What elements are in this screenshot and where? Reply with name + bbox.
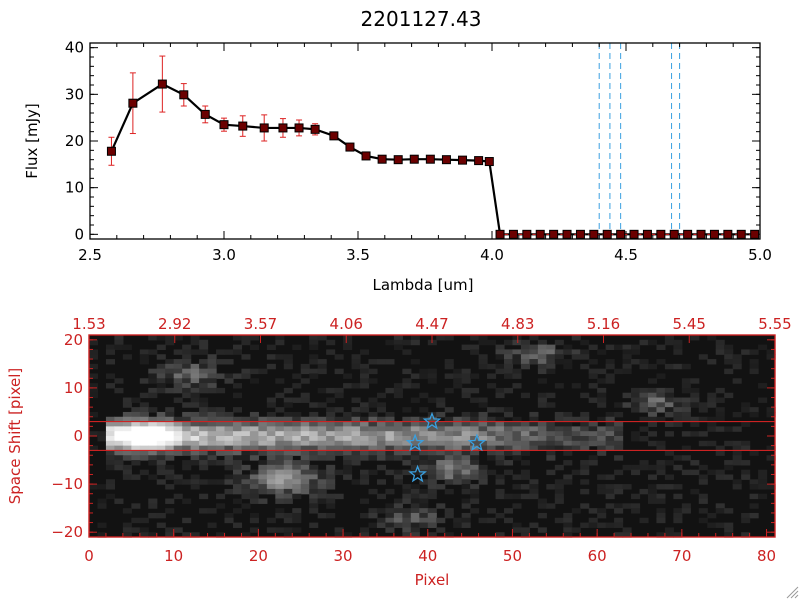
y-tick-label: 10 <box>65 179 84 197</box>
data-point <box>656 229 666 239</box>
y-tick-label: −10 <box>51 475 83 493</box>
data-point <box>522 229 532 239</box>
x-tick-label: 50 <box>503 547 522 565</box>
data-point <box>458 155 468 165</box>
y-tick-label: 0 <box>74 225 84 243</box>
y-tick-label: 30 <box>65 85 84 103</box>
data-point <box>696 229 706 239</box>
x-tick-label: 5.0 <box>748 246 772 264</box>
data-point <box>278 123 288 133</box>
image-frame <box>88 334 776 538</box>
data-point <box>683 229 693 239</box>
top-tick-label: 3.57 <box>244 315 277 333</box>
image-ylabel: Space Shift [pixel] <box>6 368 24 505</box>
data-point <box>157 79 167 89</box>
x-tick-label: 70 <box>672 547 691 565</box>
data-point <box>179 90 189 100</box>
top-tick-label: 4.06 <box>330 315 363 333</box>
x-tick-label: 3.5 <box>346 246 370 264</box>
y-tick-label: 0 <box>73 427 83 445</box>
chart-title: 2201127.43 <box>361 7 482 31</box>
data-point <box>549 229 559 239</box>
data-point <box>723 229 733 239</box>
resize-grip-icon[interactable] <box>786 586 799 599</box>
x-tick-label: 60 <box>588 547 607 565</box>
data-point <box>474 156 484 166</box>
data-point <box>562 229 572 239</box>
x-tick-label: 80 <box>757 547 776 565</box>
spectrum-ylabel: Flux [mJy] <box>23 103 41 179</box>
x-tick-label: 4.0 <box>480 246 504 264</box>
data-point <box>377 154 387 164</box>
data-point <box>602 229 612 239</box>
star-marker-icon <box>467 433 487 452</box>
data-point <box>642 229 652 239</box>
data-point <box>259 123 269 133</box>
data-point <box>409 154 419 164</box>
spectrum-panel: 2201127.43 2.5 3.0 3.5 4.0 4.5 5.0 0 10 20 30 40 L… <box>23 7 772 294</box>
data-point <box>425 154 435 164</box>
y-tick-label: 10 <box>64 379 83 397</box>
data-point <box>294 123 304 133</box>
top-tick-label: 4.47 <box>415 315 448 333</box>
data-point <box>750 229 760 239</box>
star-marker-icon <box>405 433 425 452</box>
spectral-image <box>89 335 776 538</box>
spectrum-xlabel: Lambda [um] <box>373 276 474 294</box>
x-tick-label: 0 <box>84 547 94 565</box>
top-tick-label: 5.16 <box>587 315 620 333</box>
x-tick-label: 40 <box>418 547 437 565</box>
data-point <box>329 131 339 141</box>
data-point <box>238 121 248 131</box>
top-tick-label: 4.83 <box>501 315 534 333</box>
top-tick-label: 2.92 <box>158 315 191 333</box>
data-point <box>393 155 403 165</box>
data-point <box>709 229 719 239</box>
spectrum-plot-area: 2.5 3.0 3.5 4.0 4.5 5.0 0 10 20 30 40 <box>65 39 772 264</box>
image-xlabel: Pixel <box>415 571 450 589</box>
data-point <box>219 120 229 130</box>
data-point <box>575 229 585 239</box>
data-point <box>441 155 451 165</box>
y-tick-label: 40 <box>65 39 84 57</box>
data-point <box>616 229 626 239</box>
top-tick-label: 1.53 <box>72 315 105 333</box>
top-tick-label: 5.55 <box>758 315 791 333</box>
data-point <box>310 124 320 134</box>
data-point <box>495 229 505 239</box>
star-marker-icon <box>422 411 442 430</box>
data-point <box>345 142 355 152</box>
data-point <box>629 229 639 239</box>
top-tick-label: 5.45 <box>673 315 706 333</box>
x-tick-label: 2.5 <box>78 246 102 264</box>
data-point <box>200 109 210 119</box>
x-tick-label: 10 <box>164 547 183 565</box>
y-tick-label: 20 <box>64 331 83 349</box>
star-marker-icon <box>408 464 427 483</box>
data-point <box>535 229 545 239</box>
x-tick-label: 20 <box>249 547 268 565</box>
data-point <box>508 229 518 239</box>
x-tick-label: 4.5 <box>614 246 638 264</box>
image-overlays: 0 10 20 30 40 50 60 70 80 1.53 2.92 3.57 4.06 4.47 4.8… <box>51 315 791 565</box>
data-point <box>361 151 371 161</box>
data-point <box>128 98 138 108</box>
data-point <box>589 229 599 239</box>
spectrum-frame <box>89 42 761 240</box>
y-tick-label: 20 <box>65 132 84 150</box>
data-point <box>484 157 494 167</box>
x-tick-label: 30 <box>334 547 353 565</box>
data-point <box>669 229 679 239</box>
data-point <box>106 146 116 156</box>
image-panel: 0 10 20 30 40 50 60 70 80 1.53 2.92 3.57 4.06 4.47 4.8… <box>6 315 792 589</box>
x-tick-label: 3.0 <box>212 246 236 264</box>
data-point <box>736 229 746 239</box>
y-tick-label: −20 <box>51 523 83 541</box>
